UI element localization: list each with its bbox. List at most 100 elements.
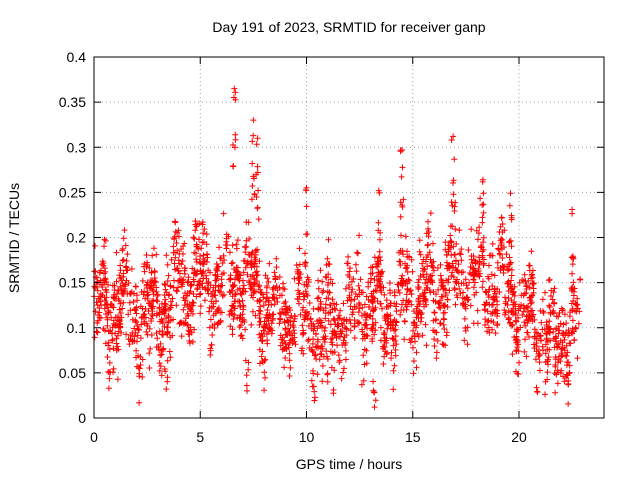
data-point xyxy=(253,263,260,270)
data-point xyxy=(194,285,201,292)
data-point xyxy=(568,329,575,336)
data-point xyxy=(229,283,236,290)
data-point xyxy=(286,357,293,364)
data-point xyxy=(508,243,515,250)
data-point xyxy=(266,260,273,267)
data-point xyxy=(161,323,168,330)
data-point xyxy=(422,280,429,287)
data-point xyxy=(513,348,520,355)
data-point xyxy=(427,256,434,263)
data-point xyxy=(254,246,261,253)
data-point xyxy=(484,273,491,280)
data-point xyxy=(217,282,224,289)
data-point xyxy=(458,269,465,276)
data-point xyxy=(384,325,391,332)
data-point xyxy=(325,310,332,317)
data-point xyxy=(178,279,185,286)
data-point xyxy=(257,296,264,303)
data-point xyxy=(542,391,549,398)
data-point xyxy=(450,264,457,271)
data-point xyxy=(119,247,126,254)
data-point xyxy=(574,355,581,362)
data-point xyxy=(144,289,151,296)
data-point xyxy=(464,294,471,301)
data-point xyxy=(492,330,499,337)
data-point xyxy=(230,316,237,323)
data-point xyxy=(563,362,570,369)
data-point xyxy=(111,282,118,289)
data-point xyxy=(208,341,215,348)
data-point xyxy=(572,324,579,331)
data-point xyxy=(529,274,536,281)
data-point xyxy=(242,288,249,295)
data-point xyxy=(440,315,447,322)
data-point xyxy=(437,320,444,327)
data-point xyxy=(376,278,383,285)
data-point xyxy=(413,349,420,356)
data-point xyxy=(303,203,310,210)
data-point xyxy=(527,300,534,307)
data-point xyxy=(300,330,307,337)
data-point xyxy=(392,333,399,340)
data-point xyxy=(172,228,179,235)
data-point xyxy=(480,234,487,241)
y-tick-label: 0.25 xyxy=(59,184,86,200)
data-point xyxy=(444,265,451,272)
data-point xyxy=(120,299,127,306)
data-point xyxy=(403,306,410,313)
data-point xyxy=(555,313,562,320)
data-point xyxy=(547,292,554,299)
data-point xyxy=(191,278,198,285)
data-point xyxy=(497,251,504,258)
data-point xyxy=(219,271,226,278)
data-point xyxy=(123,331,130,338)
data-point xyxy=(203,275,210,282)
data-point xyxy=(322,324,329,331)
data-point xyxy=(370,378,377,385)
data-point xyxy=(387,319,394,326)
data-point xyxy=(353,268,360,275)
data-point xyxy=(251,280,258,287)
data-point xyxy=(156,367,163,374)
data-point xyxy=(442,246,449,253)
data-point xyxy=(392,322,399,329)
data-point xyxy=(340,300,347,307)
data-point xyxy=(529,280,536,287)
x-tick-label: 15 xyxy=(405,429,421,445)
data-point xyxy=(555,341,562,348)
data-point xyxy=(254,204,261,211)
data-point xyxy=(256,258,263,265)
data-point xyxy=(569,253,576,260)
data-point xyxy=(176,251,183,258)
data-point xyxy=(470,284,477,291)
data-point xyxy=(516,359,523,366)
data-point xyxy=(196,281,203,288)
data-point xyxy=(511,292,518,299)
data-point xyxy=(294,268,301,275)
data-point xyxy=(266,324,273,331)
data-point xyxy=(165,319,172,326)
data-point xyxy=(399,146,406,153)
data-point xyxy=(494,259,501,266)
data-point xyxy=(348,278,355,285)
data-point xyxy=(509,351,516,358)
data-point xyxy=(573,308,580,315)
data-point xyxy=(94,319,101,326)
data-point xyxy=(310,327,317,334)
data-point xyxy=(425,218,432,225)
data-point xyxy=(172,219,179,226)
data-point xyxy=(543,331,550,338)
data-point xyxy=(387,300,394,307)
data-point xyxy=(397,199,404,206)
data-point xyxy=(464,341,471,348)
data-point xyxy=(114,376,121,383)
data-point xyxy=(188,281,195,288)
data-point xyxy=(371,295,378,302)
data-point xyxy=(518,292,525,299)
data-point xyxy=(248,321,255,328)
y-tick-label: 0 xyxy=(78,410,86,426)
data-point xyxy=(361,335,368,342)
data-point xyxy=(151,268,158,275)
data-point xyxy=(444,296,451,303)
